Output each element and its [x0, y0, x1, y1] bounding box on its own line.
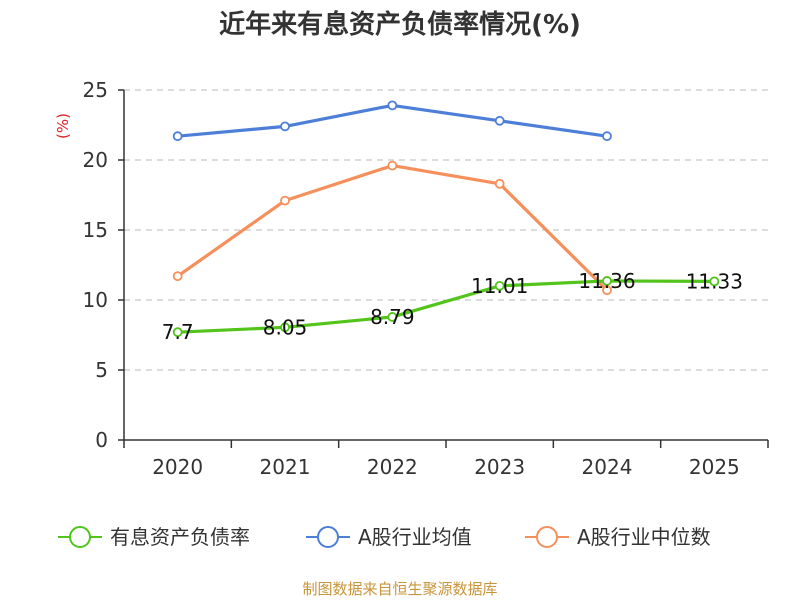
- x-tick-label: 2024: [582, 455, 633, 479]
- series-line: [177, 279, 715, 334]
- data-label: 11.36: [578, 269, 635, 293]
- data-point: [280, 322, 290, 333]
- data-point: [602, 276, 612, 286]
- data-point: [709, 276, 720, 287]
- x-tick-label: 2020: [152, 455, 203, 479]
- data-label: 8.79: [370, 305, 415, 329]
- y-tick-label: 0: [95, 428, 108, 452]
- series-3: [172, 160, 612, 296]
- legend-label: 有息资产负债率: [110, 525, 250, 549]
- legend: 有息资产负债率 A股行业均值 A股行业中位数: [58, 525, 711, 549]
- x-tick-label: 2025: [689, 455, 740, 479]
- x-tick-label: 2022: [367, 455, 418, 479]
- data-point: [280, 195, 290, 206]
- legend-item: A股行业均值: [306, 525, 472, 549]
- legend-marker: [317, 526, 339, 548]
- data-label: 11.33: [686, 269, 743, 293]
- data-label: 8.05: [263, 315, 308, 339]
- data-labels: 7.7 8.05 8.79 11.01 11.36 11.33: [162, 269, 743, 344]
- data-point: [602, 131, 612, 142]
- data-point: [387, 160, 398, 171]
- legend-marker: [69, 526, 91, 548]
- data-point: [172, 271, 183, 282]
- data-label: 11.01: [471, 274, 528, 298]
- data-point: [494, 178, 505, 189]
- legend-marker: [536, 526, 558, 548]
- x-tick-label: 2021: [260, 455, 311, 479]
- data-point: [172, 131, 183, 142]
- data-point: [602, 285, 612, 296]
- y-axis-unit-label: (%): [54, 113, 72, 139]
- series-lines: [172, 100, 720, 338]
- data-point: [280, 121, 290, 132]
- data-point: [494, 115, 505, 126]
- y-tick-label: 10: [83, 288, 108, 312]
- y-tick-label: 25: [83, 78, 108, 102]
- data-point: [387, 312, 398, 322]
- y-tick-label: 20: [83, 148, 108, 172]
- data-point: [494, 280, 505, 291]
- data-point: [387, 100, 398, 111]
- legend-label: A股行业中位数: [577, 525, 711, 549]
- data-label: 7.7: [162, 320, 194, 344]
- series-line: [176, 164, 609, 292]
- x-tick-label: 2023: [474, 455, 525, 479]
- series-1: [172, 276, 720, 338]
- source-note: 制图数据来自恒生聚源数据库: [302, 580, 497, 598]
- y-tick-label: 5: [95, 358, 108, 382]
- chart-title: 近年来有息资产负债率情况(%): [219, 9, 581, 40]
- legend-label: A股行业均值: [358, 525, 472, 549]
- legend-item: 有息资产负债率: [58, 525, 250, 549]
- y-tick-label: 15: [83, 218, 108, 242]
- legend-item: A股行业中位数: [525, 525, 711, 549]
- data-point: [172, 327, 183, 338]
- series-2: [172, 100, 612, 142]
